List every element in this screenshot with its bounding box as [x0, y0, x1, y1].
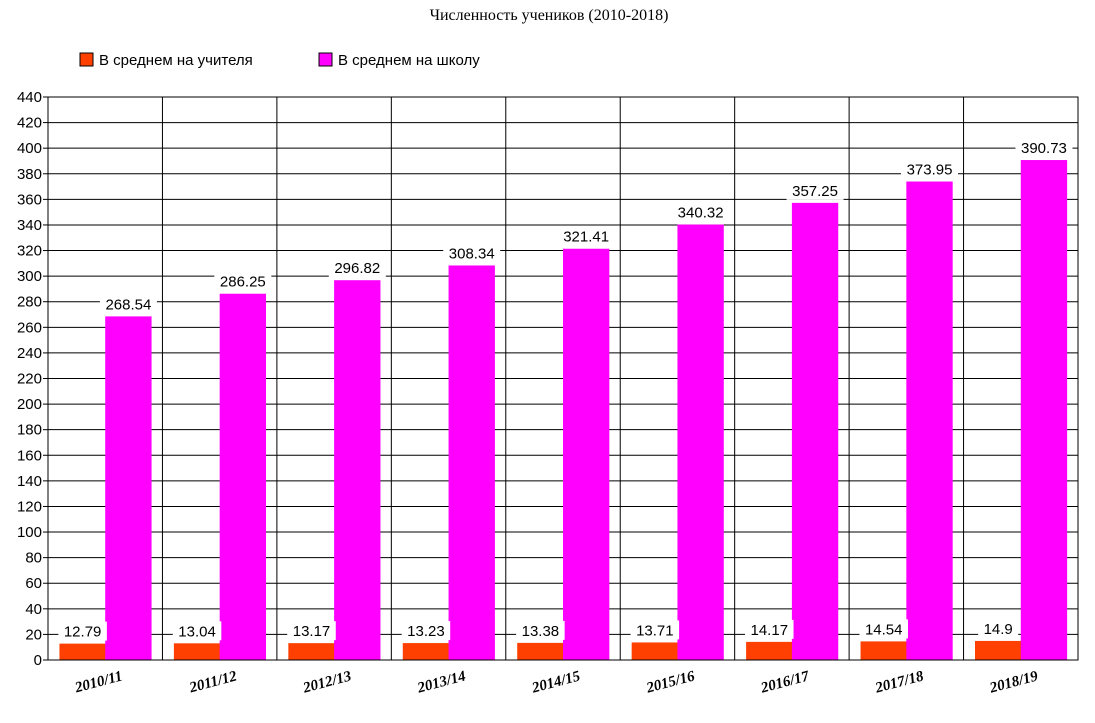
y-tick-label: 320 — [17, 243, 42, 260]
bar-teacher-2010-11 — [59, 643, 106, 660]
x-tick-label: 2014/15 — [529, 668, 582, 697]
legend-swatch-2 — [318, 52, 333, 67]
data-label-bg — [901, 159, 959, 179]
bar-teacher-2014-15 — [517, 642, 564, 660]
bar-school-2014-15 — [563, 248, 610, 660]
x-tick-label: 2015/16 — [644, 668, 697, 697]
bars: 12.79 268.54 13.04 286.25 13.17 296.82 13.23 30… — [58, 138, 1073, 660]
data-label-school-2015-16: 340.32 — [678, 205, 724, 222]
bar-school-2015-16 — [677, 224, 724, 660]
bar-school-2011-12 — [219, 293, 267, 660]
data-label-bg — [214, 271, 272, 291]
data-label-bg — [328, 258, 386, 278]
data-label-teacher-2016-17: 14.17 — [751, 622, 789, 639]
data-label-bg — [172, 621, 222, 641]
data-label-teacher-2010-11: 12.79 — [64, 624, 102, 641]
y-tick-label: 400 — [17, 140, 42, 157]
y-tick-label: 360 — [17, 191, 42, 208]
bar-school-2012-13 — [334, 280, 381, 660]
data-label-bg — [978, 618, 1019, 638]
bar-school-2013-14 — [448, 265, 495, 660]
data-label-teacher-2015-16: 13.71 — [636, 622, 674, 639]
x-tick-label: 2011/12 — [187, 668, 239, 696]
data-label-school-2016-17: 357.25 — [792, 183, 838, 200]
data-label-bg — [672, 202, 730, 222]
data-label-school-2013-14: 308.34 — [449, 245, 495, 262]
y-tick-label: 100 — [17, 524, 42, 541]
x-tick-label: 2010/11 — [72, 668, 124, 696]
chart-title: Численность учеников (2010-2018) — [430, 7, 669, 24]
data-label-bg — [401, 621, 451, 641]
x-tick-label: 2013/14 — [415, 668, 468, 697]
y-tick-label: 420 — [17, 115, 42, 132]
bar-school-2017-18 — [906, 181, 953, 660]
data-label-teacher-2017-18: 14.54 — [865, 621, 903, 638]
data-label-bg — [630, 620, 680, 640]
y-tick-label: 200 — [17, 396, 42, 413]
y-tick-label: 380 — [17, 166, 42, 183]
bar-teacher-2011-12 — [173, 643, 221, 660]
bar-teacher-2015-16 — [631, 642, 679, 660]
y-tick-label: 60 — [25, 575, 42, 592]
y-tick-label: 280 — [17, 294, 42, 311]
bar-teacher-2018-19 — [975, 640, 1022, 660]
data-label-teacher-2014-15: 13.38 — [522, 623, 560, 640]
bar-teacher-2012-13 — [288, 643, 335, 660]
y-tick-label: 240 — [17, 345, 42, 362]
data-label-teacher-2013-14: 13.23 — [407, 623, 445, 640]
data-label-bg — [443, 243, 501, 263]
plot-frame — [47, 96, 1079, 661]
bar-school-2016-17 — [791, 202, 839, 660]
legend: В среднем на учителя В среднем на школу — [79, 52, 480, 69]
data-label-bg — [1015, 138, 1073, 158]
y-tick-label: 440 — [17, 89, 42, 106]
bar-school-2018-19 — [1020, 160, 1068, 660]
data-label-bg — [99, 294, 157, 314]
x-tick-label: 2017/18 — [873, 668, 926, 697]
data-label-bg — [859, 619, 908, 639]
data-label-school-2018-19: 390.73 — [1021, 140, 1067, 157]
y-tick-label: 220 — [17, 371, 42, 388]
legend-label-2: В среднем на школу — [338, 52, 480, 69]
data-label-teacher-2018-19: 14.9 — [984, 621, 1013, 638]
y-tick-label: 160 — [17, 447, 42, 464]
y-tick-label: 0 — [34, 652, 42, 669]
bar-school-2010-11 — [105, 316, 152, 660]
data-label-school-2012-13: 296.82 — [334, 260, 380, 277]
y-tick-label: 300 — [17, 268, 42, 285]
legend-label-1: В среднем на учителя — [99, 52, 253, 69]
data-label-teacher-2012-13: 13.17 — [293, 623, 331, 640]
x-tick-label: 2012/13 — [301, 668, 354, 697]
y-tick-label: 120 — [17, 498, 42, 515]
data-label-bg — [58, 621, 107, 641]
data-label-teacher-2011-12: 13.04 — [178, 623, 216, 640]
data-label-bg — [516, 620, 565, 640]
bar-teacher-2016-17 — [746, 641, 793, 660]
data-label-school-2010-11: 268.54 — [105, 296, 151, 313]
y-tick-label: 20 — [25, 626, 42, 643]
legend-swatch-1 — [79, 52, 94, 67]
x-tick-label: 2018/19 — [987, 668, 1040, 697]
y-tick-label: 260 — [17, 319, 42, 336]
data-label-bg — [786, 180, 844, 200]
bar-teacher-2013-14 — [402, 643, 450, 660]
y-tick-label: 40 — [25, 601, 42, 618]
data-label-school-2017-18: 373.95 — [907, 162, 953, 179]
data-label-bg — [557, 226, 615, 246]
data-label-bg — [287, 621, 336, 641]
bar-teacher-2017-18 — [860, 641, 907, 660]
y-tick-label: 80 — [25, 550, 42, 567]
y-tick-label: 180 — [17, 422, 42, 439]
x-tick-label: 2016/17 — [758, 668, 811, 697]
y-tick-label: 140 — [17, 473, 42, 490]
y-tick-label: 340 — [17, 217, 42, 234]
data-label-bg — [745, 619, 794, 639]
data-label-school-2014-15: 321.41 — [563, 229, 609, 246]
data-label-school-2011-12: 286.25 — [220, 274, 266, 291]
